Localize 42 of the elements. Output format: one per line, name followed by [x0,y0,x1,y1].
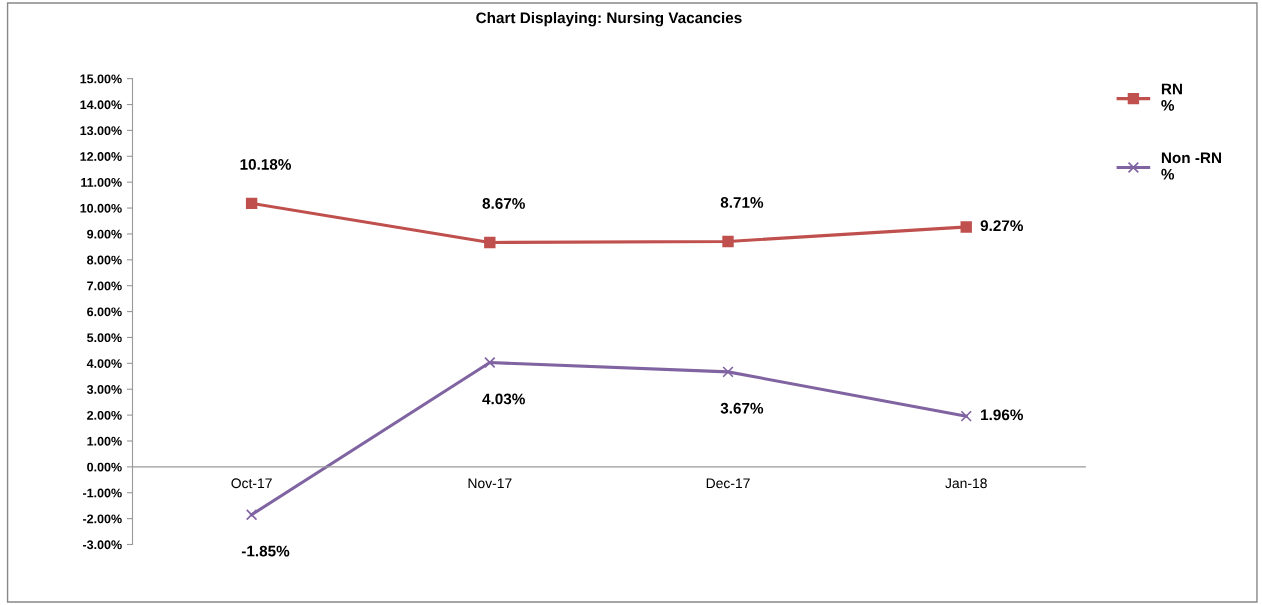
y-tick-label: 13.00% [80,126,122,136]
point [722,366,734,378]
data-label: 9.27% [980,220,1024,232]
legend-label: Non -RN % [1161,152,1221,180]
data-label: 1.96% [981,409,1024,421]
legend-label: RN % [1161,83,1182,111]
y-tick-label: 1.00% [87,436,122,446]
y-tick-label: -2.00% [82,514,122,524]
point [245,197,258,210]
x-tick-label: Nov-17 [468,478,512,489]
y-tick-label: 5.00% [87,333,122,343]
y-tick-label: 9.00% [87,229,122,239]
chart-title: Chart Displaying: Nursing Vacancies [476,12,742,27]
point [960,221,972,233]
point [722,235,734,248]
point [960,410,972,422]
x-tick-label: Dec-17 [706,478,750,489]
point [245,509,258,521]
y-tick-label: 11.00% [81,177,122,187]
point [484,236,496,249]
x-tick-label: Jan-18 [945,478,987,489]
y-tick-label: 7.00% [87,281,122,291]
y-tick-label: 14.00% [80,100,122,110]
data-label: 8.71% [720,197,764,208]
data-label: 4.03% [482,393,525,405]
y-tick-label: -1.00% [82,488,122,498]
data-label: 3.67% [720,402,764,414]
y-tick-label: 0.00% [87,462,122,472]
data-label: 10.18% [240,159,292,170]
y-tick-label: 4.00% [86,359,122,368]
y-tick-label: 6.00% [87,307,122,317]
y-tick-label: 3.00% [86,385,122,394]
x-tick-label: Oct-17 [231,478,272,489]
y-tick-label: 2.00% [87,410,122,420]
y-tick-label: 12.00% [80,152,122,161]
y-tick-label: -3.00% [82,540,122,550]
y-tick-label: 10.00% [80,203,122,213]
data-label: 8.67% [482,198,525,209]
y-tick-label: 8.00% [87,255,122,265]
data-label: -1.85% [241,545,290,557]
point [484,356,496,369]
y-tick-label: 15.00% [80,74,122,84]
